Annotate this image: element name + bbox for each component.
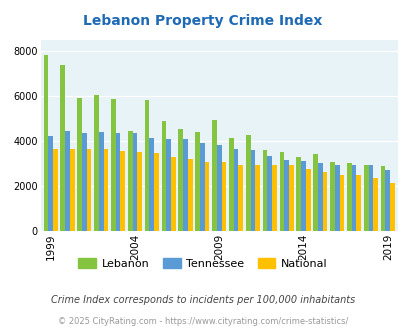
Bar — [137, 152, 142, 231]
Bar — [166, 139, 171, 231]
Bar — [233, 149, 238, 231]
Bar — [212, 119, 216, 231]
Bar — [334, 165, 339, 231]
Bar — [171, 157, 175, 231]
Bar — [43, 55, 48, 231]
Bar — [228, 138, 233, 231]
Bar — [317, 163, 322, 231]
Bar — [368, 165, 372, 231]
Text: Crime Index corresponds to incidents per 100,000 inhabitants: Crime Index corresponds to incidents per… — [51, 295, 354, 305]
Bar — [363, 165, 368, 231]
Bar — [271, 165, 276, 231]
Bar — [154, 153, 158, 231]
Bar — [94, 95, 99, 231]
Bar — [284, 160, 288, 231]
Bar — [53, 149, 58, 231]
Bar — [183, 139, 188, 231]
Bar — [288, 165, 293, 231]
Bar — [346, 163, 351, 231]
Bar — [245, 135, 250, 231]
Bar — [279, 152, 283, 231]
Bar — [149, 138, 154, 231]
Bar — [204, 162, 209, 231]
Bar — [65, 131, 70, 231]
Text: Lebanon Property Crime Index: Lebanon Property Crime Index — [83, 15, 322, 28]
Bar — [221, 162, 226, 231]
Bar — [389, 182, 394, 231]
Bar — [296, 157, 301, 231]
Bar — [60, 65, 65, 231]
Bar — [305, 169, 310, 231]
Bar — [250, 150, 255, 231]
Bar — [111, 99, 115, 231]
Bar — [82, 133, 87, 231]
Legend: Lebanon, Tennessee, National: Lebanon, Tennessee, National — [74, 254, 331, 273]
Bar — [145, 100, 149, 231]
Bar — [238, 165, 243, 231]
Bar — [87, 149, 91, 231]
Bar — [99, 132, 103, 231]
Bar — [120, 151, 125, 231]
Bar — [255, 165, 259, 231]
Bar — [301, 161, 305, 231]
Bar — [178, 129, 183, 231]
Bar — [384, 170, 389, 231]
Bar — [356, 175, 360, 231]
Bar — [380, 166, 384, 231]
Bar — [161, 121, 166, 231]
Bar — [115, 133, 120, 231]
Bar — [329, 162, 334, 231]
Bar — [372, 178, 377, 231]
Bar — [313, 154, 317, 231]
Bar — [216, 146, 221, 231]
Bar — [132, 133, 137, 231]
Text: © 2025 CityRating.com - https://www.cityrating.com/crime-statistics/: © 2025 CityRating.com - https://www.city… — [58, 317, 347, 326]
Bar — [195, 132, 200, 231]
Bar — [70, 149, 75, 231]
Bar — [322, 173, 326, 231]
Bar — [103, 149, 108, 231]
Bar — [48, 136, 53, 231]
Bar — [339, 175, 343, 231]
Bar — [262, 150, 267, 231]
Bar — [77, 98, 82, 231]
Bar — [267, 155, 271, 231]
Bar — [128, 131, 132, 231]
Bar — [200, 143, 204, 231]
Bar — [351, 165, 356, 231]
Bar — [188, 159, 192, 231]
